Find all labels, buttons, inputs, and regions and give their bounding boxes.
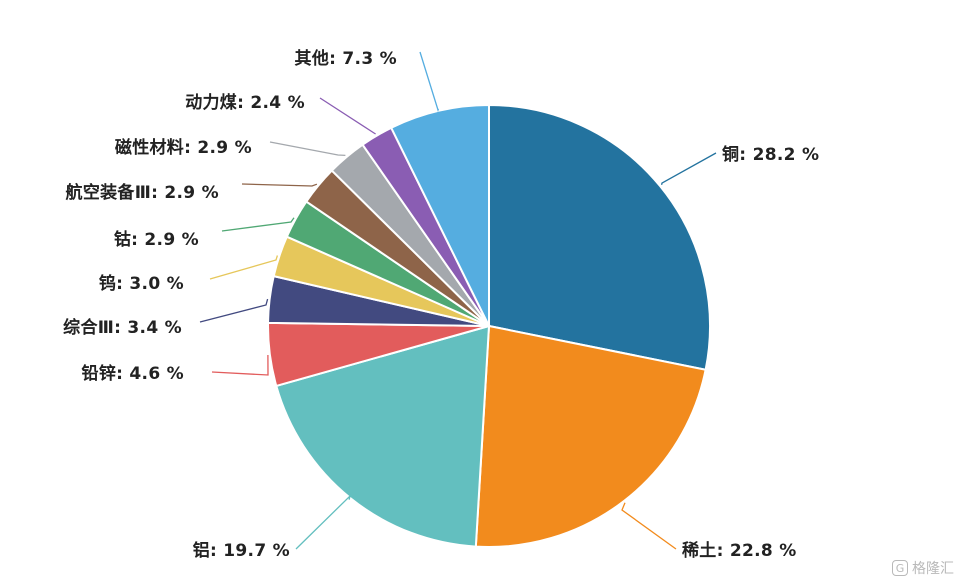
leader-line <box>199 298 269 323</box>
slice-label: 综合Ⅲ: 3.4 % <box>63 317 182 338</box>
leader-line <box>621 502 677 550</box>
watermark-text: 格隆汇 <box>912 561 954 577</box>
watermark: G 格隆汇 <box>892 558 954 578</box>
slice-label: 钨: 3.0 % <box>99 273 184 294</box>
pie-labels: 铜: 28.2 % 稀土: 22.8 % 铝: 19.7 % 铅锌: 4.6 % 综合Ⅲ… <box>63 48 819 561</box>
leader-line <box>660 152 717 185</box>
pie-slices <box>267 103 711 549</box>
leader-line <box>209 255 279 280</box>
watermark-logo-icon: G <box>892 560 908 576</box>
slice-label: 铜: 28.2 % <box>722 144 819 165</box>
slice-label: 其他: 7.3 % <box>295 48 397 69</box>
leader-line <box>419 51 440 113</box>
leader-line <box>221 217 295 232</box>
slice-label: 铝: 19.7 % <box>193 540 290 561</box>
slice-label: 动力煤: 2.4 % <box>185 92 305 113</box>
leader-line <box>211 354 269 376</box>
pie-slice <box>275 324 491 548</box>
leader-line <box>295 493 352 550</box>
slice-label: 航空装备Ⅲ: 2.9 % <box>66 182 219 203</box>
leader-line <box>269 141 346 157</box>
slice-label: 钴: 2.9 % <box>114 229 199 250</box>
pie-slice <box>474 324 707 549</box>
slice-label: 磁性材料: 2.9 % <box>115 137 252 158</box>
slice-label: 铅锌: 4.6 % <box>82 363 184 384</box>
pie-slice <box>389 103 490 327</box>
leader-line <box>319 97 376 135</box>
leader-line <box>241 183 318 187</box>
slice-label: 稀土: 22.8 % <box>682 540 797 561</box>
pie-slice <box>488 103 711 371</box>
